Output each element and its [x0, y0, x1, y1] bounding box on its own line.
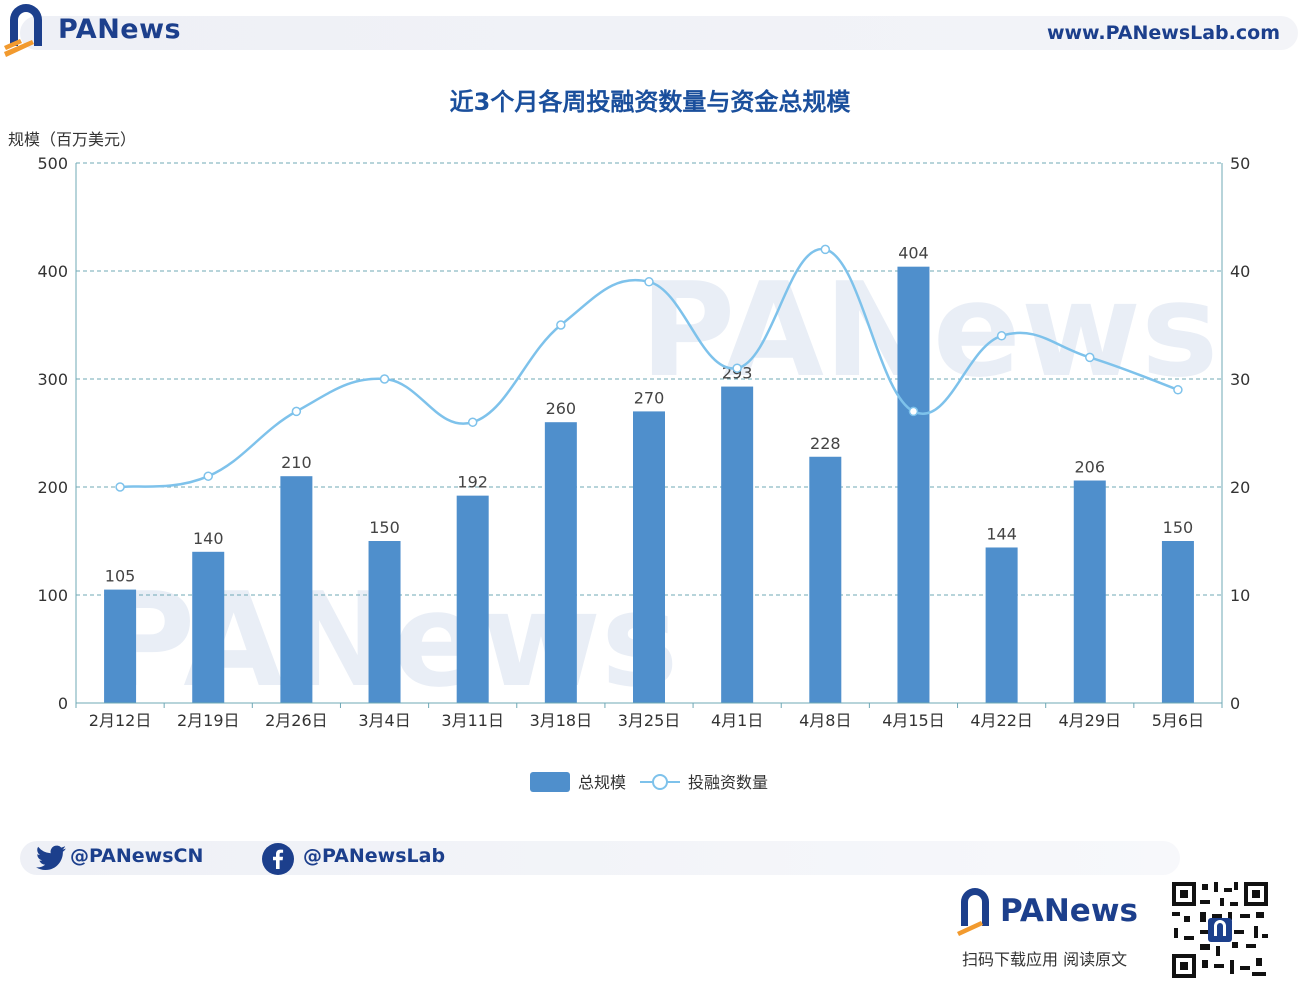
- x-tick-label: 3月18日: [530, 711, 593, 730]
- footer-caption: 扫码下载应用 阅读原文: [962, 950, 1128, 969]
- legend-swatch-count-marker[interactable]: [652, 774, 668, 790]
- brand-logo-text: PANews: [58, 14, 182, 45]
- y2-tick-label: 40: [1230, 262, 1250, 281]
- y-tick-label: 200: [37, 478, 68, 497]
- x-tick-label: 3月25日: [618, 711, 681, 730]
- twitter-handle[interactable]: @PANewsCN: [70, 845, 204, 867]
- bar-value-label: 192: [457, 473, 488, 492]
- bar-value-label: 404: [898, 244, 929, 263]
- bar: [985, 547, 1018, 703]
- x-tick-label: 4月22日: [970, 711, 1033, 730]
- y-tick-label: 500: [37, 154, 68, 173]
- x-tick-label: 2月19日: [177, 711, 240, 730]
- legend-label-total[interactable]: 总规模: [578, 773, 626, 792]
- bar-value-label: 228: [810, 434, 841, 453]
- y2-tick-label: 0: [1230, 694, 1240, 713]
- bar: [897, 266, 930, 703]
- bar-value-label: 210: [281, 453, 312, 472]
- y2-tick-label: 50: [1230, 154, 1250, 173]
- legend-swatch-total[interactable]: [530, 772, 570, 792]
- bar: [1161, 541, 1194, 703]
- bar: [721, 386, 754, 703]
- bar: [280, 476, 313, 703]
- line-point: [291, 406, 302, 417]
- bar-value-label: 144: [986, 524, 1017, 543]
- y2-tick-label: 10: [1230, 586, 1250, 605]
- bar: [809, 456, 842, 703]
- line-point: [820, 244, 831, 255]
- line-point: [467, 417, 478, 427]
- panews-logo-icon: [4, 4, 42, 57]
- y-tick-label: 100: [37, 586, 68, 605]
- line-point: [115, 482, 125, 492]
- chart-title: 近3个月各周投融资数量与资金总规模: [449, 88, 851, 116]
- legend-label-count[interactable]: 投融资数量: [688, 773, 768, 792]
- line-point: [556, 320, 566, 330]
- footer-band: [20, 841, 1180, 875]
- footer-panews-logo-icon: [957, 888, 989, 936]
- x-tick-label: 2月12日: [89, 711, 152, 730]
- legend[interactable]: 总规模 投融资数量: [530, 772, 768, 792]
- bar: [368, 541, 401, 703]
- bar: [192, 551, 225, 703]
- bar: [544, 422, 577, 703]
- x-tick-label: 2月26日: [265, 711, 328, 730]
- qr-code-icon[interactable]: [1170, 880, 1270, 980]
- bar: [633, 411, 665, 703]
- bar-value-label: 260: [546, 399, 577, 418]
- bar-value-label: 150: [369, 518, 400, 537]
- bar: [1073, 480, 1106, 703]
- x-tick-label: 4月8日: [799, 711, 851, 730]
- footer-brand: PANews: [1000, 893, 1138, 929]
- header-band: [20, 16, 1298, 50]
- bar-value-label: 150: [1163, 518, 1194, 537]
- site-url[interactable]: www.PANewsLab.com: [1046, 22, 1280, 44]
- line-series-funding-count: [119, 248, 1179, 489]
- bar: [456, 495, 489, 703]
- chart: PANews PANews 10514021015019226027029322…: [8, 130, 1250, 792]
- bar-value-label: 206: [1074, 458, 1105, 477]
- x-tick-label: 4月1日: [711, 711, 763, 730]
- facebook-handle[interactable]: @PANewsLab: [303, 845, 446, 867]
- twitter-icon[interactable]: [36, 845, 66, 871]
- bar-value-label: 140: [193, 529, 224, 548]
- x-tick-label: 3月11日: [441, 711, 504, 730]
- line-point: [203, 471, 213, 481]
- line-point: [1173, 385, 1183, 395]
- line-point: [908, 406, 919, 417]
- y2-tick-label: 20: [1230, 478, 1250, 497]
- x-tick-label: 3月4日: [358, 711, 410, 730]
- line-point: [732, 363, 742, 373]
- y-tick-label: 300: [37, 370, 68, 389]
- line-point: [644, 277, 654, 287]
- facebook-icon[interactable]: [262, 843, 294, 875]
- x-tick-label: 4月29日: [1058, 711, 1121, 730]
- y-tick-label: 0: [58, 694, 68, 713]
- y2-tick-label: 30: [1230, 370, 1250, 389]
- bar-value-label: 270: [634, 388, 665, 407]
- bar-value-label: 105: [105, 567, 136, 586]
- y-axis-label: 规模（百万美元）: [8, 130, 136, 149]
- y-tick-label: 400: [37, 262, 68, 281]
- x-tick-label: 4月15日: [882, 711, 945, 730]
- bar: [104, 589, 137, 703]
- line-point: [1085, 352, 1095, 363]
- line-point: [996, 331, 1007, 341]
- x-tick-label: 5月6日: [1152, 711, 1204, 730]
- header: PANews www.PANewsLab.com: [0, 0, 1300, 60]
- line-point: [379, 374, 390, 384]
